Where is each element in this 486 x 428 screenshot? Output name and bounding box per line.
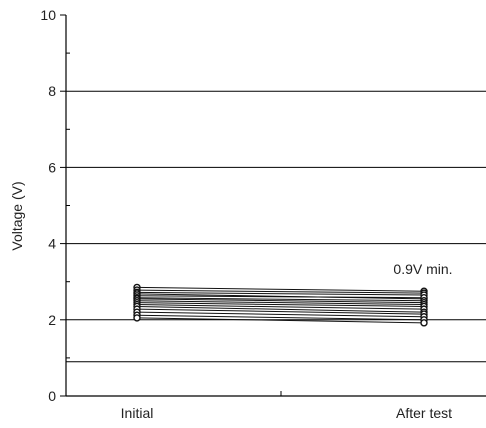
grid-lines [66,90,486,321]
reference-line-label: 0.9V min. [393,261,452,277]
y-axis-label: Voltage (V) [9,181,25,250]
series-line [136,291,425,296]
y-tick-label: 8 [48,83,56,99]
series-line [136,314,425,321]
series-line [136,302,425,307]
series-line [136,311,425,318]
y-tick-label: 2 [48,312,56,328]
series-line [136,305,425,313]
y-ticks: 0 2 4 6 8 10 [40,7,70,404]
y-tick-label: 10 [40,7,56,23]
series-group [133,283,428,327]
series-line [136,304,425,310]
axes [65,15,486,397]
series-line [136,317,425,324]
y-tick-label: 4 [48,236,56,252]
x-tick-label: Initial [121,405,154,421]
x-ticks: Initial After test [121,391,452,421]
series-line [136,300,425,306]
series-line [136,286,425,292]
series-line [136,297,425,302]
series-line [136,289,425,294]
series-line [136,295,425,299]
series-line [136,308,425,315]
y-tick-label: 6 [48,159,56,175]
x-tick-label: After test [396,405,452,421]
y-tick-label: 0 [48,388,56,404]
data-point [420,319,428,327]
series-line [136,298,425,304]
data-point [133,314,141,322]
